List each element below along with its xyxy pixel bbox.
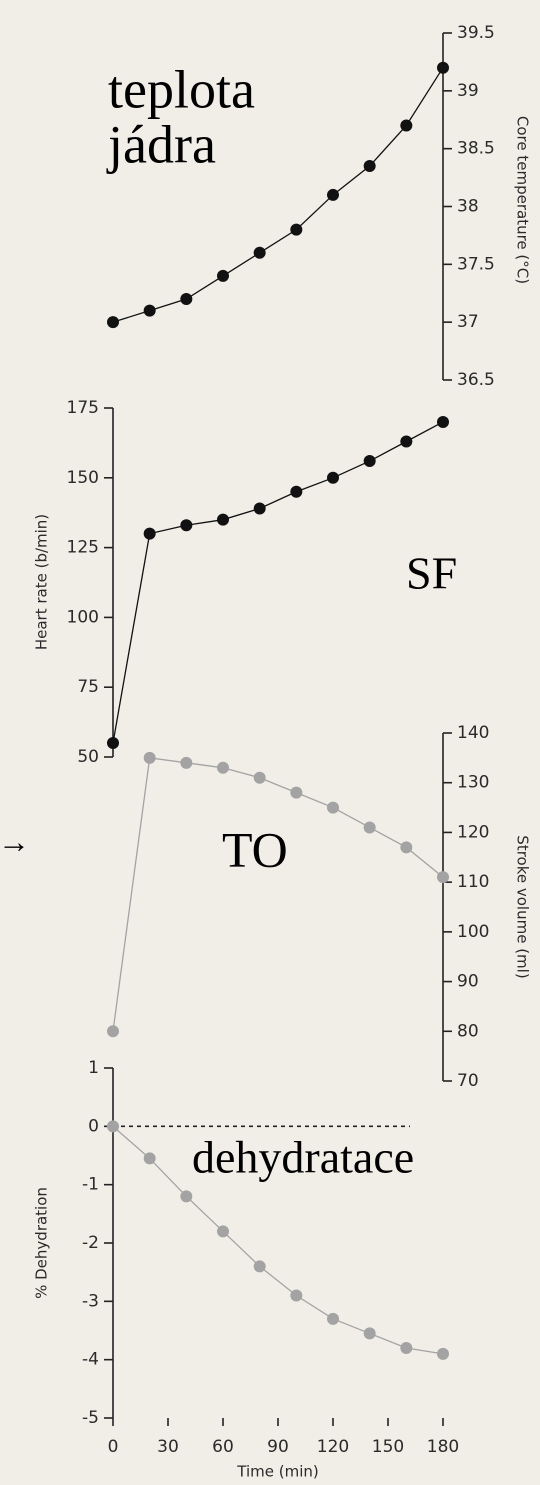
data-point: [363, 455, 376, 468]
y-tick-label: -2: [82, 1233, 99, 1253]
x-tick-label: 150: [372, 1437, 404, 1457]
y-tick-label: -1: [82, 1175, 99, 1195]
data-point: [327, 188, 339, 201]
data-point: [290, 786, 303, 799]
series-line: [112, 67, 444, 323]
data-point: [107, 1025, 119, 1038]
annotation: teplota: [108, 59, 255, 119]
data-point: [143, 304, 156, 317]
y-tick-label: -3: [82, 1291, 99, 1311]
y-tick-label: 37: [457, 312, 479, 332]
x-tick-label: 180: [427, 1437, 459, 1457]
y-tick-label: 0: [88, 1116, 99, 1136]
y-tick-label: 39: [457, 81, 479, 101]
y-tick-label: 125: [67, 538, 99, 558]
data-point: [143, 1152, 156, 1165]
y-tick-label: 130: [457, 773, 489, 793]
data-point: [290, 1289, 303, 1302]
data-point: [217, 1225, 229, 1238]
data-point: [400, 1342, 413, 1354]
y-tick-label: 75: [77, 677, 99, 697]
y-axis-label: Stroke volume (ml): [514, 835, 532, 978]
y-tick-label: 36.5: [457, 370, 495, 390]
data-point: [400, 841, 413, 854]
y-tick-label: 150: [67, 468, 99, 488]
x-tick-label: 0: [108, 1437, 119, 1457]
x-tick-label: 90: [267, 1437, 289, 1457]
data-point: [253, 502, 266, 515]
x-tick-label: 120: [317, 1437, 349, 1457]
data-point: [180, 1190, 193, 1203]
y-tick-label: -5: [82, 1408, 99, 1428]
data-point: [107, 316, 119, 329]
y-tick-label: 37.5: [457, 254, 495, 274]
y-tick-label: 50: [77, 747, 99, 767]
data-point: [363, 1327, 376, 1340]
data-point: [180, 519, 193, 532]
data-point: [400, 435, 413, 448]
data-point: [327, 801, 339, 814]
y-tick-label: 39.5: [457, 23, 495, 43]
x-axis-label: Time (min): [236, 1463, 318, 1481]
data-point: [437, 61, 449, 74]
annotation: jádra: [106, 114, 216, 174]
data-point: [437, 871, 449, 884]
data-point: [253, 1260, 266, 1273]
data-point: [253, 246, 266, 259]
data-point: [437, 1347, 449, 1360]
y-tick-label: 38.5: [457, 139, 495, 159]
annotation: dehydratace: [192, 1132, 414, 1183]
series-line: [112, 1125, 444, 1355]
annotation: TO: [222, 821, 288, 877]
data-point: [107, 737, 119, 750]
data-point: [290, 223, 303, 236]
y-tick-label: 90: [457, 972, 479, 992]
data-point: [363, 160, 376, 173]
y-tick-label: 100: [67, 607, 99, 627]
series-line: [112, 421, 444, 744]
y-tick-label: 140: [457, 723, 489, 743]
data-point: [217, 761, 229, 774]
y-tick-label: 100: [457, 922, 489, 942]
data-point: [143, 751, 156, 764]
data-point: [180, 293, 193, 306]
y-tick-label: 80: [457, 1021, 479, 1041]
data-point: [180, 756, 193, 769]
data-point: [363, 821, 376, 834]
data-point: [107, 1120, 119, 1133]
x-tick-label: 60: [212, 1437, 234, 1457]
y-tick-label: -4: [82, 1350, 99, 1370]
series-line: [112, 757, 444, 1032]
data-point: [253, 771, 266, 784]
data-point: [327, 471, 339, 484]
annotation: SF: [406, 548, 457, 599]
y-tick-label: 1: [88, 1058, 99, 1078]
y-tick-label: 120: [457, 822, 489, 842]
data-point: [400, 119, 413, 132]
y-tick-label: 70: [457, 1071, 479, 1091]
y-axis-label: Core temperature (°C): [514, 116, 532, 284]
y-tick-label: 38: [457, 197, 479, 217]
data-point: [217, 269, 229, 282]
x-tick-label: 30: [157, 1437, 179, 1457]
data-point: [437, 415, 449, 428]
y-axis-label: % Dehydration: [33, 1187, 51, 1299]
data-point: [217, 513, 229, 526]
y-tick-label: 110: [457, 872, 489, 892]
data-point: [143, 527, 156, 540]
y-tick-label: 175: [67, 398, 99, 418]
annotation: →: [0, 823, 30, 859]
y-axis-label: Heart rate (b/min): [33, 514, 51, 650]
data-point: [290, 485, 303, 498]
data-point: [327, 1312, 339, 1325]
